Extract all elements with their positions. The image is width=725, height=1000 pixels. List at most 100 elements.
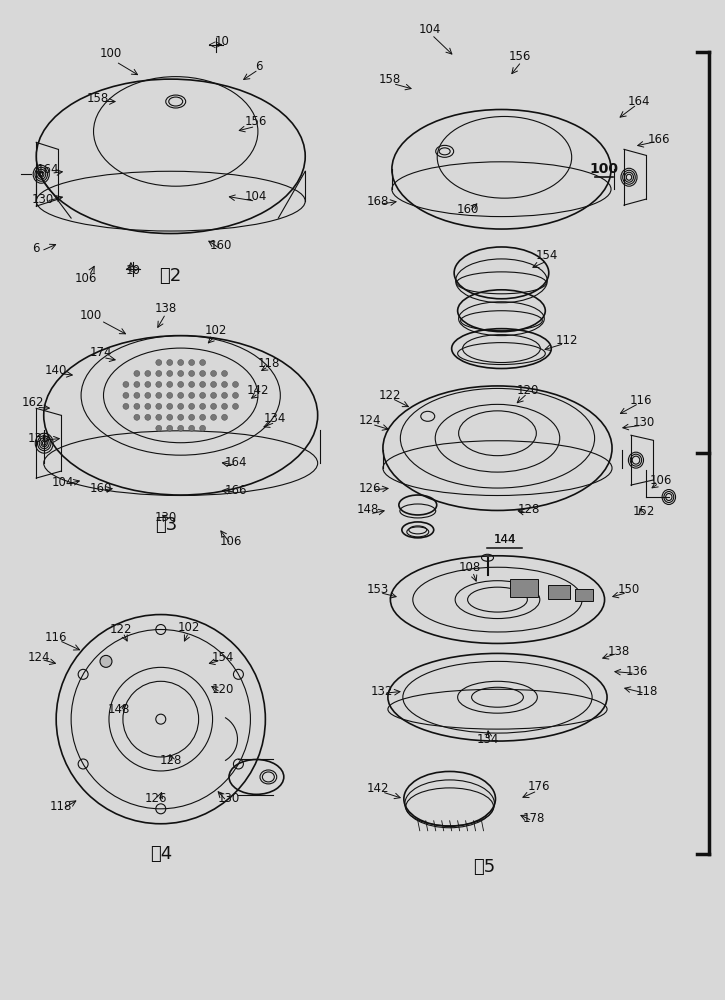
Circle shape — [156, 381, 162, 387]
Text: 178: 178 — [523, 812, 545, 825]
Circle shape — [123, 381, 129, 387]
Circle shape — [188, 370, 194, 376]
Circle shape — [167, 425, 173, 431]
Text: 164: 164 — [37, 163, 59, 176]
Circle shape — [156, 414, 162, 420]
Circle shape — [145, 403, 151, 409]
Circle shape — [167, 392, 173, 398]
Text: 图4: 图4 — [149, 845, 172, 863]
Circle shape — [222, 392, 228, 398]
Circle shape — [199, 381, 206, 387]
Text: 164: 164 — [224, 456, 247, 469]
FancyBboxPatch shape — [510, 579, 539, 597]
Text: 166: 166 — [224, 484, 247, 497]
Text: 122: 122 — [109, 623, 132, 636]
Text: 124: 124 — [28, 651, 51, 664]
Text: 106: 106 — [75, 272, 97, 285]
Text: 124: 124 — [359, 414, 381, 427]
Text: 118: 118 — [257, 357, 280, 370]
Text: 102: 102 — [204, 324, 227, 337]
Text: 142: 142 — [367, 782, 389, 795]
Text: 168: 168 — [367, 195, 389, 208]
Circle shape — [167, 360, 173, 366]
Circle shape — [210, 414, 217, 420]
Text: 102: 102 — [178, 621, 200, 634]
Text: 6: 6 — [254, 60, 262, 73]
Circle shape — [156, 360, 162, 366]
Text: 138: 138 — [154, 302, 177, 315]
Text: 112: 112 — [556, 334, 579, 347]
Circle shape — [156, 392, 162, 398]
FancyBboxPatch shape — [548, 585, 570, 599]
Circle shape — [188, 425, 194, 431]
Circle shape — [156, 370, 162, 376]
Circle shape — [178, 403, 183, 409]
Text: 150: 150 — [618, 583, 640, 596]
Text: 158: 158 — [87, 92, 109, 105]
Circle shape — [233, 392, 239, 398]
Circle shape — [222, 403, 228, 409]
Text: 142: 142 — [247, 384, 270, 397]
Circle shape — [178, 381, 183, 387]
Circle shape — [134, 392, 140, 398]
Text: 148: 148 — [108, 703, 130, 716]
Text: 152: 152 — [633, 505, 655, 518]
Circle shape — [156, 425, 162, 431]
Text: 128: 128 — [518, 503, 541, 516]
Text: 154: 154 — [212, 651, 233, 664]
Text: 162: 162 — [22, 396, 44, 409]
Circle shape — [123, 403, 129, 409]
Text: 132: 132 — [370, 685, 393, 698]
Text: 116: 116 — [45, 631, 67, 644]
Circle shape — [167, 403, 173, 409]
Text: 160: 160 — [457, 203, 478, 216]
Text: 6: 6 — [33, 242, 40, 255]
Text: 图3: 图3 — [154, 516, 177, 534]
Text: 130: 130 — [32, 193, 54, 206]
Text: 120: 120 — [212, 683, 233, 696]
Text: 128: 128 — [160, 754, 182, 767]
Circle shape — [178, 414, 183, 420]
Text: 104: 104 — [418, 23, 441, 36]
Circle shape — [210, 381, 217, 387]
Text: 138: 138 — [608, 645, 630, 658]
Text: 图2: 图2 — [160, 267, 182, 285]
Text: 106: 106 — [650, 474, 672, 487]
Text: 154: 154 — [536, 249, 558, 262]
Text: 156: 156 — [244, 115, 267, 128]
Text: 122: 122 — [378, 389, 401, 402]
Text: 153: 153 — [367, 583, 389, 596]
Circle shape — [145, 381, 151, 387]
Circle shape — [123, 392, 129, 398]
Circle shape — [233, 403, 239, 409]
Circle shape — [167, 414, 173, 420]
Circle shape — [134, 403, 140, 409]
Circle shape — [188, 392, 194, 398]
Circle shape — [199, 425, 206, 431]
Circle shape — [145, 392, 151, 398]
Text: 130: 130 — [154, 511, 177, 524]
Text: 136: 136 — [626, 665, 648, 678]
Text: 160: 160 — [210, 239, 232, 252]
Text: 106: 106 — [220, 535, 241, 548]
Text: 160: 160 — [90, 482, 112, 495]
Text: 图5: 图5 — [473, 858, 496, 876]
Text: 134: 134 — [264, 412, 286, 425]
Circle shape — [188, 381, 194, 387]
Circle shape — [188, 360, 194, 366]
Text: 100: 100 — [80, 309, 102, 322]
FancyBboxPatch shape — [575, 589, 593, 601]
Text: 126: 126 — [359, 482, 381, 495]
Text: 116: 116 — [630, 394, 652, 407]
Text: 140: 140 — [45, 364, 67, 377]
Circle shape — [222, 414, 228, 420]
Text: 144: 144 — [493, 533, 515, 546]
Text: 156: 156 — [508, 50, 531, 63]
Text: 148: 148 — [357, 503, 379, 516]
Text: 104: 104 — [52, 476, 75, 489]
Circle shape — [167, 370, 173, 376]
Circle shape — [210, 403, 217, 409]
Text: 10: 10 — [215, 35, 230, 48]
Text: 164: 164 — [628, 95, 650, 108]
Circle shape — [210, 392, 217, 398]
